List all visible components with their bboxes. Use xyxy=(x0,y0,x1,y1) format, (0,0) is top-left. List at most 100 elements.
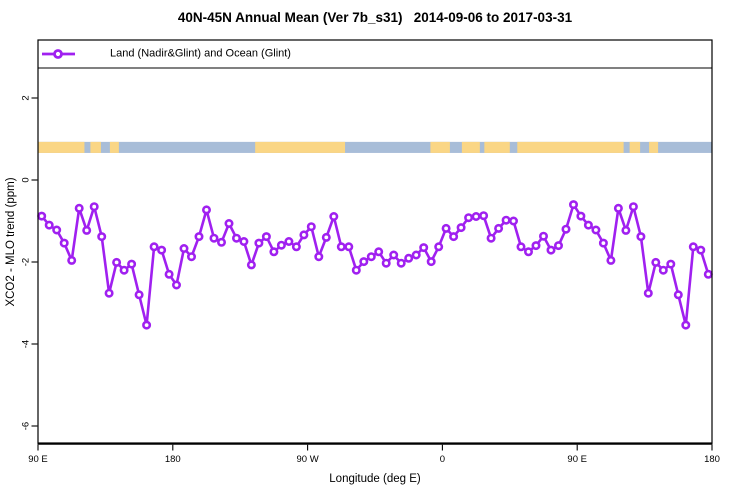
data-point xyxy=(351,265,361,275)
data-point xyxy=(187,252,197,262)
map-band-land-segment xyxy=(255,141,346,153)
data-point xyxy=(426,257,436,267)
data-point xyxy=(209,233,219,243)
map-band-land-segment xyxy=(517,141,624,153)
map-band-land-segment xyxy=(649,141,659,153)
x-tick-label: 180 xyxy=(164,454,181,465)
data-point xyxy=(224,219,234,229)
data-point xyxy=(217,237,227,247)
data-point xyxy=(246,260,256,270)
data-point xyxy=(314,252,324,262)
data-point xyxy=(344,242,354,252)
y-axis-title: XCO2 - MLO trend (ppm) xyxy=(5,177,17,307)
data-point xyxy=(396,258,406,268)
data-point xyxy=(598,238,608,248)
map-band-land-segment xyxy=(629,141,641,153)
data-point xyxy=(449,232,459,242)
x-tick-label: 90 E xyxy=(28,454,48,465)
x-tick-label: 180 xyxy=(704,454,720,465)
data-point xyxy=(636,232,646,242)
map-band-land-segment xyxy=(90,141,101,153)
y-tick-label: 0 xyxy=(20,177,32,183)
data-point xyxy=(89,202,99,212)
data-point xyxy=(583,220,593,230)
data-point xyxy=(254,238,264,248)
map-band-ocean xyxy=(38,141,712,153)
data-point xyxy=(703,269,713,279)
data-point xyxy=(59,238,69,248)
data-point xyxy=(202,205,212,215)
data-point xyxy=(456,223,466,233)
data-point xyxy=(411,250,421,260)
data-point xyxy=(651,257,661,267)
plot-border xyxy=(37,39,713,444)
data-point xyxy=(74,203,84,213)
data-point xyxy=(471,212,481,222)
data-point xyxy=(494,223,504,233)
data-point xyxy=(359,257,369,267)
data-point xyxy=(276,240,286,250)
data-point xyxy=(561,224,571,234)
data-point xyxy=(97,232,107,242)
data-point xyxy=(508,216,518,226)
data-point xyxy=(157,245,167,255)
data-point xyxy=(164,269,174,279)
map-band-land-segment xyxy=(484,141,510,153)
data-point xyxy=(486,233,496,243)
series-line xyxy=(40,203,710,327)
data-point xyxy=(666,259,676,269)
data-point xyxy=(673,290,683,300)
data-point xyxy=(239,237,249,247)
x-tick-label: 90 E xyxy=(567,454,587,465)
data-point xyxy=(306,222,316,232)
legend-label: Land (Nadir&Glint) and Ocean (Glint) xyxy=(110,47,291,60)
data-point xyxy=(261,232,271,242)
data-point xyxy=(374,247,384,257)
map-band-land-segment xyxy=(461,141,480,153)
data-point xyxy=(681,320,691,330)
map-band-land-segment xyxy=(430,141,450,153)
y-tick-label: 2 xyxy=(20,95,32,101)
data-point xyxy=(696,245,706,255)
data-point xyxy=(149,242,159,252)
data-point xyxy=(576,211,586,221)
x-axis-title: Longitude (deg E) xyxy=(329,473,421,485)
data-point xyxy=(553,241,563,251)
data-point xyxy=(82,225,92,235)
data-point xyxy=(658,265,668,275)
data-point xyxy=(621,225,631,235)
data-point xyxy=(613,203,623,213)
y-tick-label: -2 xyxy=(20,257,32,267)
data-point xyxy=(501,215,511,225)
data-point xyxy=(381,258,391,268)
data-point xyxy=(179,244,189,254)
data-point xyxy=(419,243,429,253)
data-point xyxy=(464,213,474,223)
data-point xyxy=(336,242,346,252)
data-point xyxy=(291,242,301,252)
data-point xyxy=(127,259,137,269)
data-point xyxy=(606,255,616,265)
data-point xyxy=(232,233,242,243)
data-point xyxy=(366,252,376,262)
data-point xyxy=(172,280,182,290)
data-point xyxy=(134,290,144,300)
data-point xyxy=(568,200,578,210)
data-point xyxy=(479,211,489,221)
y-tick-label: -6 xyxy=(20,421,32,431)
data-point xyxy=(643,288,653,298)
data-point xyxy=(284,237,294,247)
data-point xyxy=(37,211,47,221)
legend-marker-circle xyxy=(53,49,63,59)
data-point xyxy=(142,320,152,330)
data-point xyxy=(404,253,414,263)
data-point xyxy=(269,247,279,257)
data-point xyxy=(591,225,601,235)
chart-title: 40N-45N Annual Mean (Ver 7b_s31) 2014-09… xyxy=(177,10,573,25)
data-point xyxy=(531,241,541,251)
map-band-land-segment xyxy=(109,141,119,153)
x-tick-label: 0 xyxy=(439,454,446,465)
data-point xyxy=(67,255,77,265)
data-point xyxy=(321,232,331,242)
